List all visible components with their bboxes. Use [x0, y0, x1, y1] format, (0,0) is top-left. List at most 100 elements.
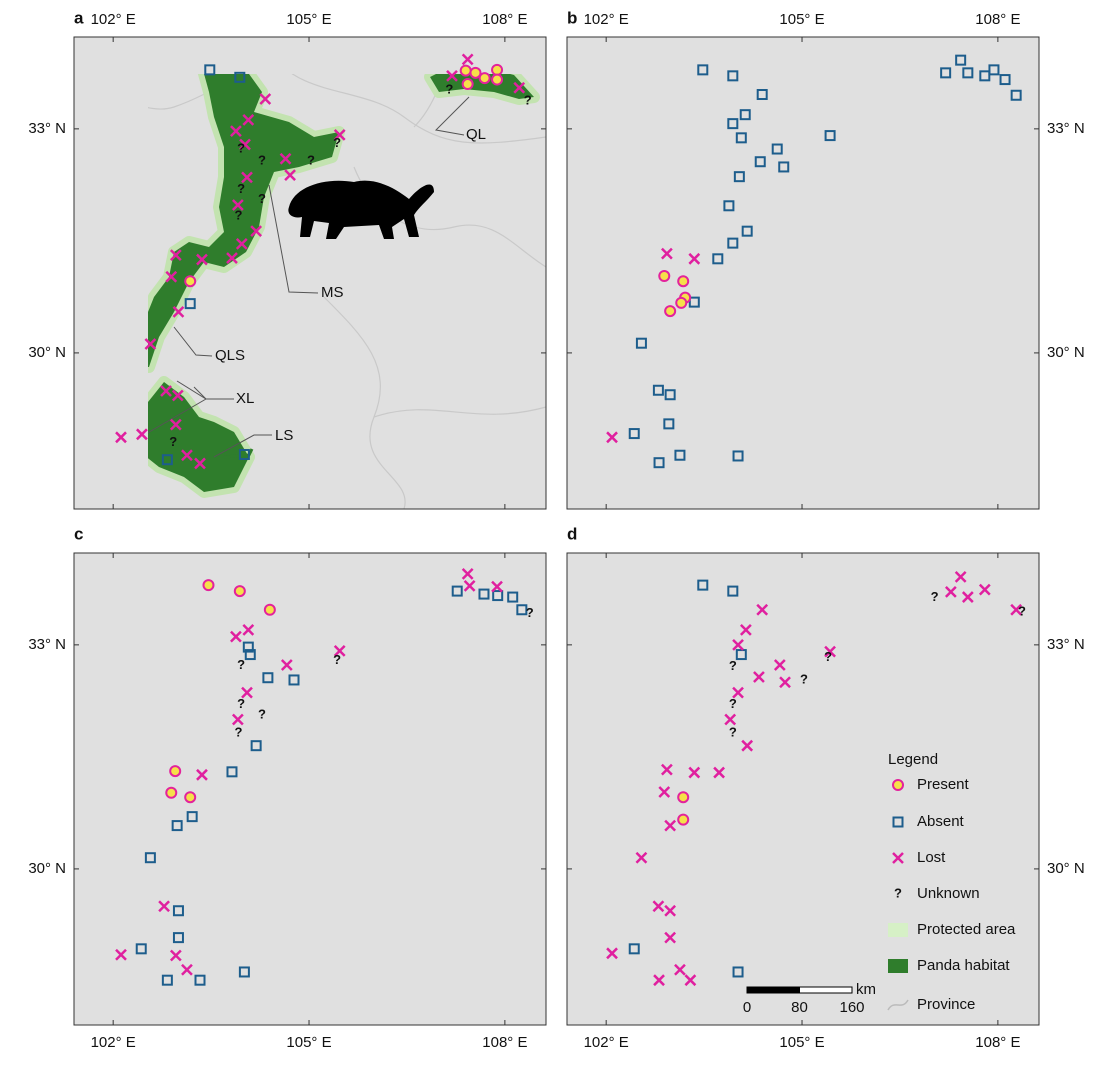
marker-lost [688, 766, 701, 779]
marker-lost [824, 645, 836, 658]
legend-label: Protected area [917, 921, 1016, 938]
marker-absent [628, 428, 640, 440]
region-label: XL [236, 390, 254, 407]
marker-unknown: ? [235, 208, 243, 223]
map-background [567, 553, 1039, 1025]
marker-lost [944, 585, 957, 598]
marker-unknown: ? [169, 434, 177, 449]
marker-unknown: ? [824, 649, 832, 664]
marker-present [491, 63, 504, 76]
lat-tick-label: 30° N [28, 860, 66, 877]
lon-tick-label: 102° E [91, 11, 136, 28]
marker-present [675, 296, 688, 309]
marker-absent [940, 67, 952, 79]
marker-absent [507, 591, 519, 603]
marker-lost [664, 931, 677, 944]
marker-unknown: ? [333, 652, 341, 667]
lat-tick-label: 33° N [28, 636, 66, 653]
legend-title: Legend [888, 751, 938, 768]
lat-tick-label: 33° N [1047, 120, 1085, 137]
marker-lost [779, 676, 791, 689]
marker-present [233, 585, 246, 598]
marker-absent [1010, 89, 1022, 101]
marker-lost [160, 385, 172, 397]
marker-lost [196, 768, 208, 781]
marker-unknown: ? [526, 605, 534, 620]
marker-absent [727, 585, 739, 597]
marker-absent [653, 457, 665, 469]
marker-absent [238, 966, 250, 978]
marker-present [184, 791, 197, 804]
marker-absent [652, 384, 664, 396]
marker-lost [753, 671, 765, 683]
marker-absent [732, 450, 744, 462]
marker-lost [284, 169, 296, 182]
legend-label: Panda habitat [917, 957, 1010, 974]
marker-unknown: ? [237, 140, 245, 155]
marker-lost [171, 389, 184, 402]
marker-lost [242, 624, 255, 636]
marker-absent [733, 171, 745, 183]
marker-lost [181, 963, 193, 976]
marker-lost [333, 128, 346, 141]
marker-lost [461, 53, 474, 66]
region-label: QLS [215, 347, 245, 364]
marker-absent [204, 64, 216, 76]
scale-label: 80 [791, 999, 808, 1016]
legend-symbol [888, 923, 908, 937]
panel-letter: d [567, 524, 577, 543]
marker-absent [171, 820, 183, 832]
marker-lost [241, 686, 253, 699]
map-frame [566, 552, 1040, 1026]
legend-symbol [888, 959, 908, 973]
marker-lost [954, 571, 967, 583]
marker-lost [658, 786, 671, 798]
marker-lost [169, 949, 182, 962]
lon-tick-label: 102° E [584, 1034, 629, 1051]
marker-present [677, 813, 690, 826]
marker-absent [262, 672, 274, 684]
marker-absent [988, 64, 1000, 76]
marker-absent [697, 579, 709, 591]
map-background [567, 37, 1039, 509]
marker-unknown: ? [729, 696, 737, 711]
marker-lost [713, 766, 725, 779]
marker-absent [756, 89, 768, 101]
marker-unknown: ? [258, 707, 266, 722]
map-background [74, 553, 546, 1025]
marker-unknown: ? [931, 589, 939, 604]
marker-lost [279, 152, 292, 165]
lat-tick-label: 33° N [28, 120, 66, 137]
lat-tick-label: 30° N [1047, 860, 1085, 877]
marker-absent [723, 200, 735, 212]
marker-lost [144, 338, 157, 350]
marker-lost [978, 583, 991, 596]
marker-absent [741, 225, 753, 237]
marker-absent [161, 454, 173, 466]
marker-lost [1010, 603, 1023, 616]
marker-absent [492, 590, 504, 602]
marker-lost [181, 449, 193, 462]
lat-tick-label: 30° N [28, 344, 66, 361]
marker-absent [962, 67, 974, 79]
marker-absent [778, 161, 790, 173]
marker-absent [955, 54, 967, 66]
marker-unknown: ? [729, 724, 737, 739]
marker-unknown: ? [800, 671, 808, 686]
marker-unknown: ? [524, 93, 532, 108]
marker-absent [478, 588, 490, 600]
marker-lost [226, 252, 238, 264]
marker-unknown: ? [235, 724, 243, 739]
legend-label: Absent [917, 813, 965, 830]
panel-letter: b [567, 8, 577, 27]
marker-absent [664, 389, 676, 401]
marker-lost [674, 963, 686, 976]
marker-absent [979, 70, 991, 82]
marker-lost [732, 686, 744, 699]
panel-letter: a [74, 8, 84, 27]
marker-present [461, 78, 474, 91]
marker-lost [231, 199, 244, 211]
marker-unknown: ? [258, 191, 266, 206]
